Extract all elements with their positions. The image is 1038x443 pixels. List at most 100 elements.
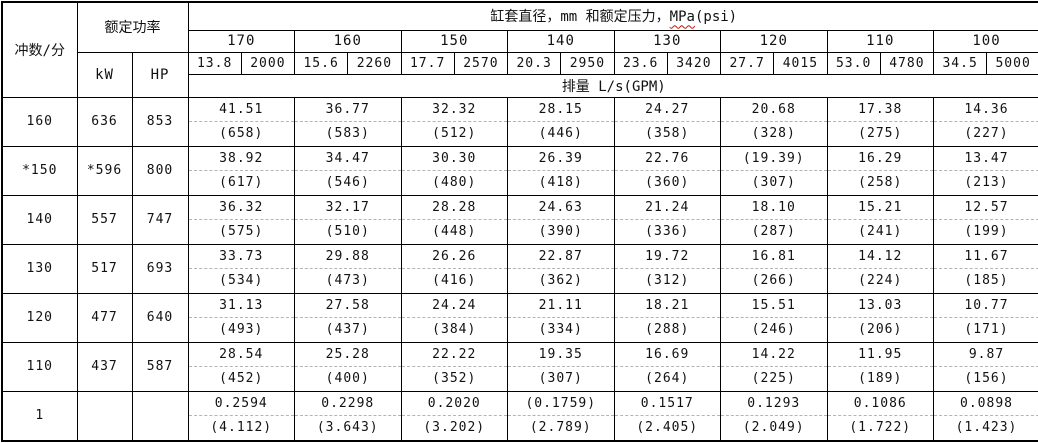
kw-cell: [77, 391, 132, 441]
flow-gpm-value: (307): [721, 170, 827, 195]
flow-gpm-value: (227): [934, 121, 1038, 146]
flow-gpm-value: (224): [828, 268, 934, 293]
flow-ls-value: 28.15: [508, 98, 614, 121]
kw-cell: *596: [77, 146, 132, 195]
value-cell: (19.39)(307): [721, 146, 828, 195]
flow-ls-value: 30.30: [402, 147, 508, 170]
flow-gpm-value: (575): [189, 219, 295, 244]
flow-gpm-value: (480): [402, 170, 508, 195]
value-cell: 0.2298(3.643): [295, 391, 402, 441]
psi-header: 2260: [348, 52, 401, 74]
kw-header: kW: [77, 52, 132, 97]
flow-ls-value: 0.1517: [615, 392, 721, 415]
flow-gpm-value: (617): [189, 170, 295, 195]
value-cell: 41.51(658): [188, 97, 295, 146]
psi-header: 5000: [987, 52, 1038, 74]
value-cell: 33.73(534): [188, 244, 295, 293]
flow-gpm-value: (510): [295, 219, 401, 244]
mpa-header: 34.5: [934, 52, 987, 74]
mpa-header: 23.6: [614, 52, 667, 74]
flow-ls-value: 25.28: [295, 343, 401, 366]
flow-gpm-value: (448): [402, 219, 508, 244]
flow-gpm-value: (452): [189, 366, 295, 391]
flow-ls-value: 17.38: [828, 98, 934, 121]
flow-ls-value: 19.72: [615, 245, 721, 268]
flow-gpm-value: (418): [508, 170, 614, 195]
flow-ls-value: 16.29: [828, 147, 934, 170]
flow-gpm-value: (241): [828, 219, 934, 244]
flow-gpm-value: (1.722): [828, 415, 934, 440]
flow-ls-value: 38.92: [189, 147, 295, 170]
flow-gpm-value: (312): [615, 268, 721, 293]
flow-ls-value: 15.51: [721, 294, 827, 317]
strokes-cell: 130: [2, 244, 77, 293]
value-cell: 18.10(287): [721, 195, 828, 244]
value-cell: 11.95(189): [827, 342, 934, 391]
value-cell: 11.67(185): [934, 244, 1038, 293]
value-cell: 0.1086(1.722): [827, 391, 934, 441]
value-cell: 29.88(473): [295, 244, 402, 293]
flow-ls-value: 24.27: [615, 98, 721, 121]
flow-ls-value: 31.13: [189, 294, 295, 317]
value-cell: 21.11(334): [508, 293, 615, 342]
value-cell: 14.36(227): [934, 97, 1038, 146]
flow-gpm-value: (264): [615, 366, 721, 391]
value-cell: (0.1759)(2.789): [508, 391, 615, 441]
flow-ls-value: 21.24: [615, 196, 721, 219]
value-cell: 27.58(437): [295, 293, 402, 342]
value-cell: 10.77(171): [934, 293, 1038, 342]
value-cell: 0.1517(2.405): [614, 391, 721, 441]
kw-cell: 636: [77, 97, 132, 146]
flow-ls-value: 14.22: [721, 343, 827, 366]
value-cell: 31.13(493): [188, 293, 295, 342]
value-cell: 0.1293(2.049): [721, 391, 828, 441]
value-cell: 28.15(446): [508, 97, 615, 146]
psi-header: 2950: [561, 52, 614, 74]
mpa-header: 27.7: [721, 52, 774, 74]
title-suffix: (psi): [695, 9, 737, 25]
flow-gpm-value: (358): [615, 121, 721, 146]
flow-gpm-value: (225): [721, 366, 827, 391]
value-cell: 22.76(360): [614, 146, 721, 195]
hp-header: HP: [132, 52, 188, 97]
value-cell: 28.54(452): [188, 342, 295, 391]
value-cell: 14.22(225): [721, 342, 828, 391]
flow-gpm-value: (400): [295, 366, 401, 391]
flow-ls-value: 36.77: [295, 98, 401, 121]
psi-header: 2570: [454, 52, 507, 74]
value-cell: 17.38(275): [827, 97, 934, 146]
value-cell: 26.26(416): [401, 244, 508, 293]
flow-ls-value: 26.39: [508, 147, 614, 170]
flow-gpm-value: (416): [402, 268, 508, 293]
value-cell: 0.0898(1.423): [934, 391, 1038, 441]
flow-ls-value: 28.54: [189, 343, 295, 366]
value-cell: 13.47(213): [934, 146, 1038, 195]
title-row: 冲数/分 额定功率 缸套直径，mm 和额定压力，MPa(psi): [2, 2, 1038, 30]
strokes-cell: 110: [2, 342, 77, 391]
flow-ls-value: 22.76: [615, 147, 721, 170]
value-cell: 30.30(480): [401, 146, 508, 195]
value-cell: 15.21(241): [827, 195, 934, 244]
value-cell: 24.27(358): [614, 97, 721, 146]
hp-cell: [132, 391, 188, 441]
flow-gpm-value: (287): [721, 219, 827, 244]
flow-ls-value: 10.77: [934, 294, 1038, 317]
flow-ls-value: 0.0898: [934, 392, 1038, 415]
flow-gpm-value: (328): [721, 121, 827, 146]
value-cell: 24.63(390): [508, 195, 615, 244]
flow-ls-value: 16.69: [615, 343, 721, 366]
flow-ls-value: 24.63: [508, 196, 614, 219]
flow-ls-value: 26.26: [402, 245, 508, 268]
diameter-header: 100: [934, 30, 1038, 52]
flow-gpm-value: (171): [934, 317, 1038, 342]
strokes-cell: 140: [2, 195, 77, 244]
flow-gpm-value: (512): [402, 121, 508, 146]
flow-ls-value: 0.2298: [295, 392, 401, 415]
flow-ls-value: 24.24: [402, 294, 508, 317]
